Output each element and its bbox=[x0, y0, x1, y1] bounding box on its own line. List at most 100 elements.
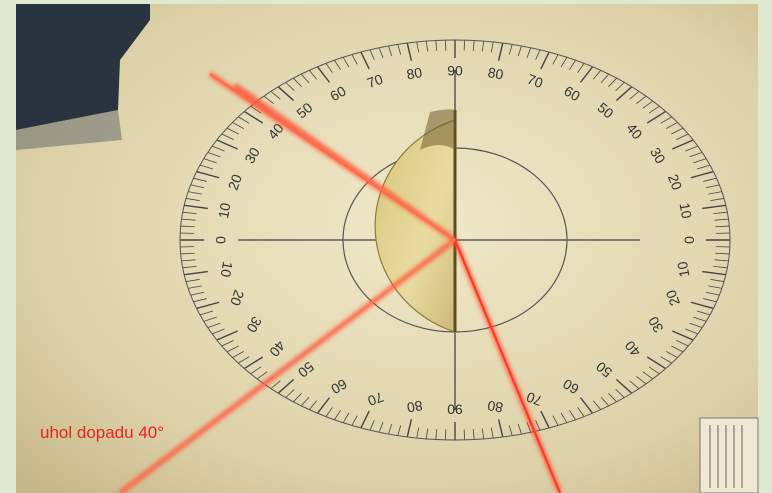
protractor-tick bbox=[481, 428, 485, 439]
protractor-tick bbox=[182, 211, 197, 215]
protractor-tick bbox=[693, 158, 707, 164]
scale-label-bottom-right: 10 bbox=[674, 260, 692, 278]
incidence-angle-caption: uhol dopadu 40° bbox=[40, 423, 165, 442]
protractor-tick bbox=[342, 412, 350, 423]
protractor-tick bbox=[560, 412, 568, 423]
protractor-tick bbox=[600, 73, 610, 84]
protractor-tick bbox=[180, 225, 195, 228]
protractor-tick bbox=[184, 270, 208, 276]
protractor-tick bbox=[672, 139, 694, 150]
protractor-tick bbox=[388, 423, 393, 435]
protractor-tick bbox=[226, 345, 239, 353]
protractor-tick bbox=[693, 316, 707, 322]
scale-label-bottom-right: 80 bbox=[486, 397, 504, 415]
protractor-tick bbox=[325, 407, 333, 417]
protractor-tick-ring bbox=[179, 39, 731, 441]
protractor-tick bbox=[703, 177, 717, 182]
protractor-tick bbox=[672, 330, 694, 341]
protractor-tick bbox=[615, 86, 633, 102]
scale-label-top-right: 30 bbox=[647, 145, 669, 167]
protractor-tick bbox=[378, 422, 384, 433]
protractor-tick bbox=[642, 100, 654, 109]
protractor-tick bbox=[406, 42, 413, 61]
protractor-tick bbox=[660, 356, 672, 364]
protractor-tick bbox=[708, 191, 722, 195]
protractor-tick bbox=[490, 427, 494, 439]
protractor-tick bbox=[193, 177, 207, 182]
protractor-tick bbox=[714, 218, 729, 221]
protractor-tick bbox=[702, 204, 726, 210]
scale-label-top-right: 80 bbox=[487, 64, 505, 82]
scale-label-top-right: 60 bbox=[561, 83, 583, 105]
protractor-tick bbox=[406, 419, 413, 438]
protractor-tick bbox=[221, 133, 234, 140]
protractor-tick bbox=[190, 291, 205, 296]
protractor-tick bbox=[285, 389, 295, 398]
scale-label-top-left: 30 bbox=[241, 144, 263, 166]
protractor-tick bbox=[196, 170, 220, 179]
protractor-tick bbox=[710, 198, 725, 201]
protractor-tick bbox=[535, 49, 541, 60]
protractor-tick bbox=[696, 310, 711, 316]
protractor-tick bbox=[713, 265, 728, 269]
protractor-tick bbox=[216, 330, 238, 341]
protractor-tick bbox=[316, 66, 331, 83]
protractor-tick bbox=[696, 164, 711, 170]
protractor-tick bbox=[256, 371, 268, 380]
protractor-tick bbox=[378, 47, 384, 58]
reflected-ray bbox=[119, 239, 456, 493]
protractor-tick bbox=[665, 122, 678, 129]
protractor-tick bbox=[648, 366, 660, 375]
protractor-tick bbox=[360, 51, 370, 70]
protractor-tick bbox=[508, 44, 513, 55]
protractor-tick bbox=[577, 63, 585, 73]
protractor-tick bbox=[300, 396, 310, 407]
protractor-tick bbox=[615, 82, 625, 91]
protractor-tick bbox=[497, 419, 504, 438]
protractor-tick bbox=[508, 425, 513, 436]
scale-label-top-right: 70 bbox=[525, 71, 545, 91]
protractor-tick bbox=[615, 389, 625, 398]
scale-label-bottom-left: 20 bbox=[227, 288, 247, 308]
scale-label-top-left: 70 bbox=[365, 71, 385, 91]
protractor-tick bbox=[472, 40, 475, 51]
protractor-tick bbox=[535, 420, 541, 431]
protractor-tick bbox=[685, 328, 698, 335]
protractor-tick bbox=[569, 410, 576, 420]
protractor-tick bbox=[636, 95, 647, 105]
protractor-tick bbox=[481, 41, 485, 52]
protractor-tick bbox=[526, 47, 532, 58]
scale-label-top-right: 0 bbox=[681, 236, 697, 244]
protractor-tick bbox=[629, 91, 640, 100]
protractor-tick bbox=[270, 380, 281, 389]
protractor-tick bbox=[185, 198, 200, 201]
protractor-tick bbox=[300, 73, 310, 84]
protractor-tick bbox=[250, 105, 262, 114]
scale-label-bottom-left: 80 bbox=[406, 397, 424, 415]
scale-label-top-right: 20 bbox=[665, 172, 685, 192]
protractor-tick bbox=[207, 151, 221, 158]
protractor-tick bbox=[579, 397, 594, 414]
protractor-tick bbox=[293, 77, 302, 87]
protractor-tick bbox=[608, 393, 617, 403]
protractor-tick bbox=[560, 57, 568, 68]
protractor-tick bbox=[490, 41, 494, 53]
protractor-tick bbox=[369, 420, 375, 431]
protractor-tick bbox=[360, 410, 370, 429]
scale-label-top-left: 0 bbox=[213, 236, 229, 244]
protractor-tick bbox=[517, 423, 522, 435]
scale-label-bottom-left: 10 bbox=[218, 260, 236, 278]
protractor-tick bbox=[212, 145, 225, 152]
scale-label-bottom-right: 30 bbox=[645, 314, 667, 336]
protractor-tick bbox=[648, 105, 660, 114]
protractor-tick bbox=[671, 345, 684, 353]
protractor-tick bbox=[199, 164, 214, 170]
protractor-tick bbox=[277, 378, 295, 394]
protractor-tick bbox=[689, 151, 703, 158]
protractor-tick bbox=[221, 340, 234, 347]
protractor-tick bbox=[238, 116, 250, 124]
protractor-tick bbox=[569, 60, 576, 70]
protractor-tick bbox=[676, 133, 689, 140]
protractor-tick bbox=[182, 265, 197, 269]
scale-label-bottom-left: 60 bbox=[328, 376, 350, 398]
